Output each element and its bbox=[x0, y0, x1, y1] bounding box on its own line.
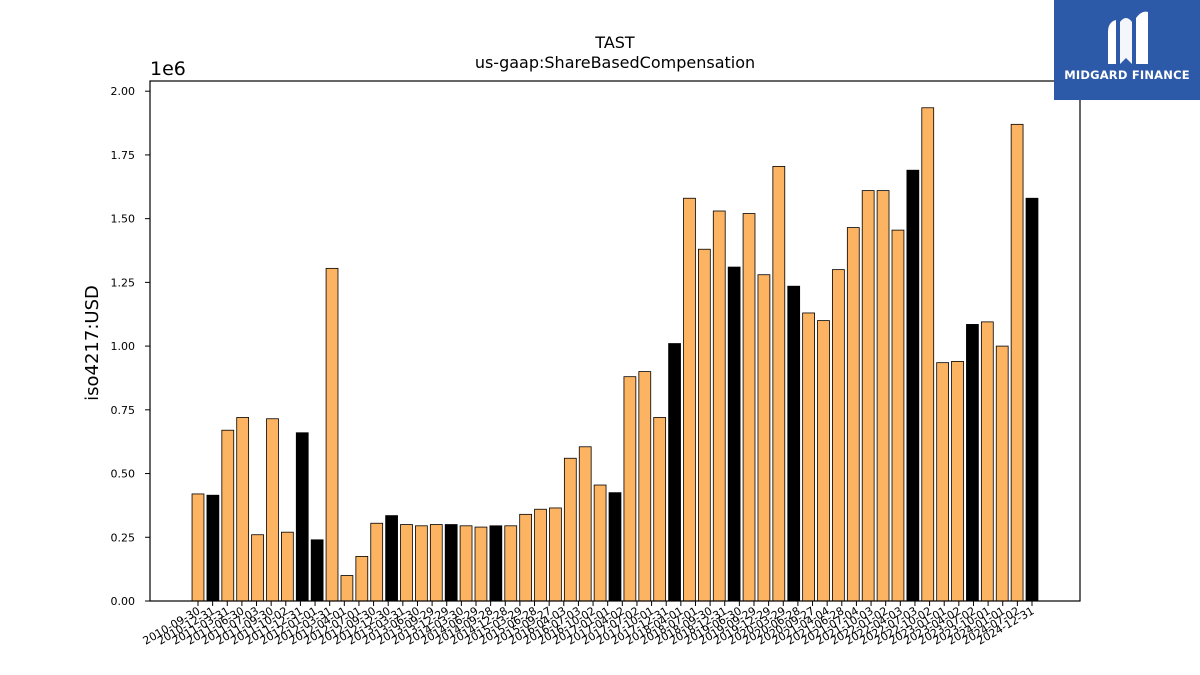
y-tick-label: 2.00 bbox=[111, 85, 136, 98]
y-axis: 0.00 0.25 0.50 0.75 1.00 1.25 1.50 1.75 2.00 bbox=[111, 85, 150, 608]
chart-subtitle: us-gaap:ShareBasedCompensation bbox=[474, 53, 756, 72]
bar-2013-09-30 bbox=[370, 522, 384, 602]
bar-2013-03-31 bbox=[340, 575, 354, 602]
bar-2013-12-31 bbox=[385, 515, 398, 602]
bar-2015-06-30 bbox=[474, 526, 488, 602]
bar-2016-12-31 bbox=[563, 457, 577, 602]
y-tick-label: 1.25 bbox=[111, 276, 136, 289]
bar-2021-12-31 bbox=[861, 190, 875, 602]
bar-2011-06-30 bbox=[236, 417, 250, 602]
midgard-finance-logo: MIDGARD FINANCE bbox=[1054, 0, 1200, 100]
bar-2020-12-31 bbox=[802, 312, 815, 602]
bar-2022-09-30 bbox=[906, 169, 920, 602]
bar-2015-12-31 bbox=[504, 525, 518, 602]
x-axis: 2010-09-302010-12-312011-03-312011-06-30… bbox=[141, 601, 1037, 648]
y-tick-label: 0.25 bbox=[111, 531, 136, 544]
bar-2018-09-30 bbox=[668, 343, 681, 602]
bar-2021-06-30 bbox=[832, 269, 845, 602]
bar-2022-03-31 bbox=[876, 190, 890, 602]
bar-2017-09-30 bbox=[608, 492, 622, 602]
bar-2017-12-31 bbox=[623, 376, 637, 602]
bar-2014-06-30 bbox=[415, 525, 428, 602]
bar-2013-06-30 bbox=[355, 555, 369, 602]
y-scale-label: 1e6 bbox=[150, 58, 186, 80]
bars-group bbox=[191, 107, 1039, 602]
bar-2023-09-30 bbox=[966, 324, 979, 602]
bar-2012-12-31 bbox=[325, 267, 339, 602]
midgard-m-logo-icon bbox=[1108, 11, 1148, 65]
bar-2017-03-31 bbox=[578, 446, 592, 602]
bar-2019-09-30 bbox=[727, 266, 741, 602]
bar-2014-03-31 bbox=[400, 524, 413, 602]
bar-2019-12-31 bbox=[742, 213, 756, 602]
bar-2020-09-30 bbox=[787, 285, 801, 602]
bar-2014-09-30 bbox=[429, 524, 443, 602]
y-axis-label: iso4217:USD bbox=[82, 285, 103, 401]
bar-2011-09-30 bbox=[251, 534, 264, 602]
bar-2023-06-30 bbox=[951, 360, 964, 602]
bar-2012-06-30 bbox=[295, 432, 309, 602]
bar-2023-03-31 bbox=[936, 362, 950, 602]
bar-2011-03-31 bbox=[221, 429, 235, 602]
y-tick-label: 0.75 bbox=[111, 404, 136, 417]
bar-2015-09-30 bbox=[489, 525, 503, 602]
y-tick-label: 1.50 bbox=[111, 213, 136, 226]
bar-2014-12-31 bbox=[444, 524, 458, 602]
bar-2021-09-30 bbox=[846, 227, 860, 602]
bar-2022-06-30 bbox=[891, 229, 905, 602]
bar-2016-09-30 bbox=[549, 507, 562, 602]
bar-2023-12-31 bbox=[980, 321, 994, 602]
plot-frame bbox=[149, 80, 1081, 602]
bar-2024-03-31 bbox=[995, 345, 1009, 602]
bar-2018-03-31 bbox=[638, 371, 652, 602]
bar-2012-09-30 bbox=[310, 539, 324, 602]
y-tick-label: 0.50 bbox=[111, 468, 136, 481]
y-tick-label: 1.75 bbox=[111, 149, 136, 162]
bar-2022-12-31 bbox=[921, 107, 935, 602]
bar-2019-06-30 bbox=[712, 210, 726, 602]
bar-2010-12-31 bbox=[206, 494, 220, 602]
bar-2017-06-30 bbox=[593, 484, 607, 602]
bar-2016-06-30 bbox=[534, 508, 547, 602]
bar-2020-03-31 bbox=[757, 274, 771, 602]
bar-2024-09-30 bbox=[1025, 197, 1039, 602]
y-tick-label: 1.00 bbox=[111, 340, 136, 353]
bar-2015-03-31 bbox=[459, 525, 473, 602]
bar-2024-06-30 bbox=[1010, 123, 1024, 602]
chart-title: TAST bbox=[595, 33, 635, 52]
bar-2012-03-31 bbox=[280, 531, 294, 602]
bar-2018-06-30 bbox=[653, 417, 667, 602]
bar-2020-06-30 bbox=[772, 165, 786, 602]
bar-2021-03-31 bbox=[817, 320, 830, 602]
bar-2019-03-31 bbox=[698, 248, 711, 602]
bar-2010-09-30 bbox=[191, 493, 205, 602]
bar-2011-12-31 bbox=[266, 418, 279, 602]
y-tick-label: 0.00 bbox=[111, 595, 136, 608]
bar-2016-03-31 bbox=[519, 513, 533, 602]
logo-text: MIDGARD FINANCE bbox=[1064, 68, 1190, 82]
bar-2018-12-31 bbox=[683, 197, 696, 602]
